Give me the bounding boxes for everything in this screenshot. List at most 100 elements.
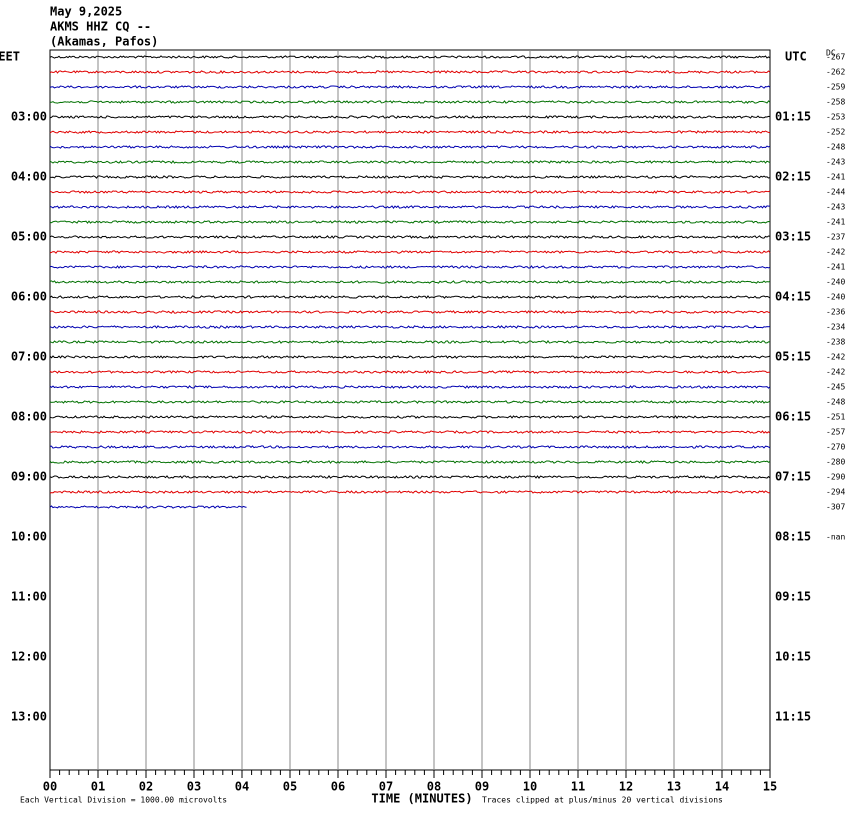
trace [49, 205, 770, 209]
left-time: 13:00 [11, 710, 47, 724]
dc-offset: -258 [826, 98, 845, 107]
dc-offset: -242 [826, 353, 845, 362]
trace [49, 400, 771, 404]
trace [49, 340, 771, 344]
dc-offset: -251 [826, 413, 845, 422]
dc-offset: -253 [826, 113, 845, 122]
x-tick-label: 03 [187, 780, 201, 794]
trace [49, 325, 771, 329]
x-tick-label: 14 [715, 780, 729, 794]
dc-offset: -243 [826, 158, 845, 167]
x-tick-label: 02 [139, 780, 153, 794]
trace [49, 190, 771, 194]
trace [49, 430, 771, 434]
dc-offset: -257 [826, 428, 845, 437]
trace [49, 130, 771, 134]
right-time: 01:15 [775, 110, 811, 124]
trace [49, 145, 771, 149]
trace [49, 445, 771, 449]
trace [49, 265, 771, 269]
dc-offset: -241 [826, 173, 845, 182]
left-time: 04:00 [11, 170, 47, 184]
x-tick-label: 08 [427, 780, 441, 794]
scale-note: Each Vertical Division = 1000.00 microvo… [20, 796, 227, 805]
right-time: 04:15 [775, 290, 811, 304]
dc-offset: -294 [826, 488, 845, 497]
right-time: 05:15 [775, 350, 811, 364]
left-time: 10:00 [11, 530, 47, 544]
left-time: 08:00 [11, 410, 47, 424]
trace [49, 220, 771, 224]
right-time: 07:15 [775, 470, 811, 484]
trace [49, 55, 771, 59]
dc-missing: -nan [826, 533, 845, 542]
x-tick-label: 09 [475, 780, 489, 794]
dc-offset: -248 [826, 143, 845, 152]
right-time: 11:15 [775, 710, 811, 724]
left-time: 12:00 [11, 650, 47, 664]
x-tick-label: 10 [523, 780, 537, 794]
trace [49, 280, 771, 284]
dc-offset: -242 [826, 368, 845, 377]
dc-header: DC [826, 49, 836, 58]
trace [49, 415, 771, 419]
x-tick-label: 05 [283, 780, 297, 794]
trace [49, 70, 771, 74]
dc-offset: -240 [826, 278, 845, 287]
clip-note: Traces clipped at plus/minus 20 vertical… [482, 796, 723, 805]
trace [49, 490, 771, 494]
plot-frame [49, 49, 771, 771]
dc-offset: -259 [826, 83, 845, 92]
x-tick-label: 04 [235, 780, 249, 794]
dc-offset: -242 [826, 248, 845, 257]
x-axis-label: TIME (MINUTES) [371, 792, 472, 806]
dc-offset: -244 [826, 188, 845, 197]
trace [49, 505, 247, 509]
left-time: 09:00 [11, 470, 47, 484]
left-time: 11:00 [11, 590, 47, 604]
dc-offset: -240 [826, 293, 845, 302]
trace [49, 115, 771, 119]
dc-offset: -238 [826, 338, 845, 347]
dc-offset: -243 [826, 203, 845, 212]
right-time: 06:15 [775, 410, 811, 424]
right-time: 03:15 [775, 230, 811, 244]
x-tick-label: 06 [331, 780, 345, 794]
date: May 9,2025 [50, 5, 122, 19]
dc-offset: -270 [826, 443, 845, 452]
trace [49, 460, 771, 464]
trace [49, 85, 771, 89]
location: (Akamas, Pafos) [50, 35, 158, 49]
x-tick-label: 12 [619, 780, 633, 794]
right-time: 09:15 [775, 590, 811, 604]
x-tick-label: 01 [91, 780, 105, 794]
dc-offset: -236 [826, 308, 845, 317]
trace [49, 235, 771, 239]
left-time: 07:00 [11, 350, 47, 364]
x-tick-label: 00 [43, 780, 57, 794]
x-tick-label: 11 [571, 780, 585, 794]
dc-offset: -267 [826, 53, 845, 62]
right-time: 02:15 [775, 170, 811, 184]
dc-offset: -262 [826, 68, 845, 77]
right-time: 08:15 [775, 530, 811, 544]
dc-offset: -307 [826, 503, 845, 512]
dc-offset: -290 [826, 473, 845, 482]
dc-offset: -248 [826, 398, 845, 407]
trace [49, 310, 771, 314]
trace [49, 100, 771, 104]
left-time: 05:00 [11, 230, 47, 244]
trace [49, 355, 771, 359]
right-time: 10:15 [775, 650, 811, 664]
trace [49, 175, 771, 179]
trace [49, 160, 771, 164]
dc-offset: -241 [826, 263, 845, 272]
dc-offset: -237 [826, 233, 845, 242]
x-tick-label: 15 [763, 780, 777, 794]
x-tick-label: 13 [667, 780, 681, 794]
left-time: 03:00 [11, 110, 47, 124]
trace [49, 250, 771, 254]
dc-offset: -245 [826, 383, 845, 392]
left-header: EET [0, 50, 20, 64]
